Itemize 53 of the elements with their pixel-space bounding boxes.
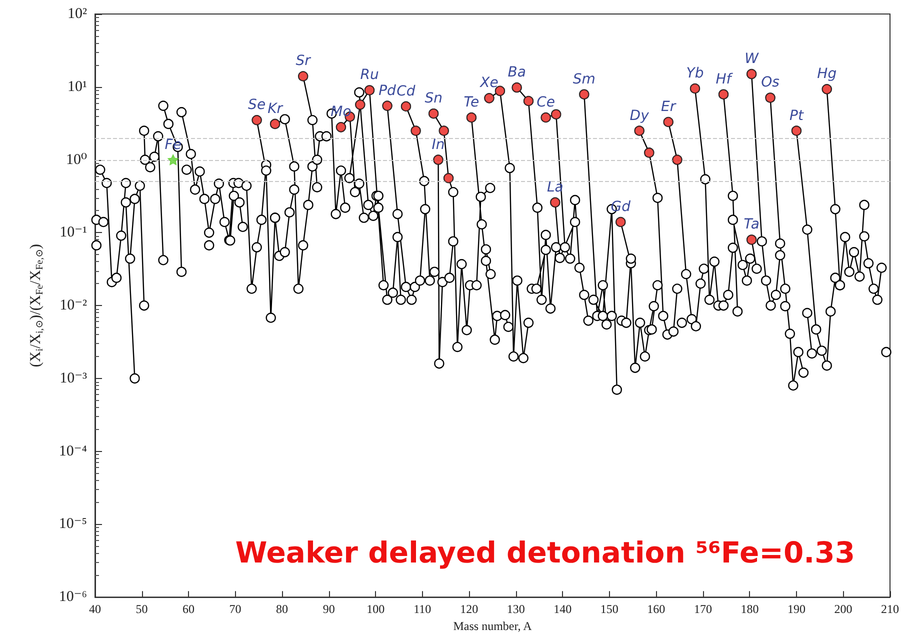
y-tick-label: 10¹ bbox=[68, 78, 87, 95]
annotation: Er bbox=[661, 98, 677, 115]
x-tick-label: 90 bbox=[322, 602, 335, 616]
y-tick-label: 10⁰ bbox=[66, 152, 87, 168]
x-tick-label: 200 bbox=[834, 602, 852, 616]
x-tick-label: 80 bbox=[276, 602, 288, 616]
point bbox=[168, 154, 178, 166]
annotation: Ba bbox=[508, 64, 526, 81]
x-tick-label: 110 bbox=[414, 602, 432, 616]
y-tick-label: 10⁻⁴ bbox=[58, 443, 87, 460]
annotation: Cd bbox=[396, 83, 416, 100]
x-axis-title: Mass number, A bbox=[453, 619, 532, 633]
annotation: Se bbox=[248, 97, 266, 114]
annotation: Ce bbox=[536, 94, 556, 111]
annotation: Sn bbox=[424, 90, 442, 107]
annotation: Os bbox=[761, 74, 780, 91]
annotation: In bbox=[432, 136, 445, 153]
x-tick-label: 210 bbox=[881, 602, 899, 616]
y-tick-label: 10⁻³ bbox=[60, 370, 88, 386]
annotation: Pd bbox=[378, 82, 396, 99]
x-tick-label: 70 bbox=[229, 602, 242, 616]
text: (Xi/Xi,⊙)/(XFe/XFe,⊙) bbox=[28, 244, 46, 368]
x-tick-label: 180 bbox=[740, 602, 759, 616]
annotation: Xe bbox=[479, 75, 498, 92]
annotation: Te bbox=[464, 94, 480, 111]
annotation: Hf bbox=[716, 71, 734, 88]
y-tick-label: 10⁻⁶ bbox=[58, 589, 87, 606]
annotation: Sm bbox=[572, 71, 596, 88]
x-tick-label: 170 bbox=[694, 602, 712, 616]
x-tick-label: 140 bbox=[554, 602, 572, 616]
annotation: Ta bbox=[744, 216, 760, 233]
annotation: Hg bbox=[817, 66, 837, 82]
x-tick-label: 130 bbox=[506, 602, 525, 616]
x-tick-label: 120 bbox=[460, 602, 478, 616]
annotation: Sr bbox=[296, 53, 312, 70]
annotation: Kr bbox=[268, 100, 284, 117]
x-tick-label: 190 bbox=[787, 602, 806, 616]
y-tick-label: 10⁻¹ bbox=[60, 224, 87, 241]
x-tick-label: 40 bbox=[89, 602, 101, 616]
x-tick-label: 50 bbox=[136, 602, 148, 616]
y-tick-label: 10⁻² bbox=[60, 298, 88, 314]
annotation: Dy bbox=[630, 108, 650, 124]
annotation: Yb bbox=[686, 66, 704, 82]
x-tick-label: 100 bbox=[366, 602, 385, 616]
y-tick-label: 10² bbox=[68, 6, 88, 22]
x-tick-label: 60 bbox=[182, 602, 195, 616]
x-tick-label: 160 bbox=[647, 602, 666, 616]
annotation: Weaker delayed detonation ⁵⁶Fe=0.33 bbox=[235, 536, 856, 570]
x-tick-label: 150 bbox=[600, 602, 618, 616]
y-tick-label: 10⁻⁵ bbox=[58, 516, 87, 532]
annotation: W bbox=[744, 51, 760, 68]
annotation: Ru bbox=[360, 67, 379, 84]
annotation: Pt bbox=[790, 108, 804, 124]
